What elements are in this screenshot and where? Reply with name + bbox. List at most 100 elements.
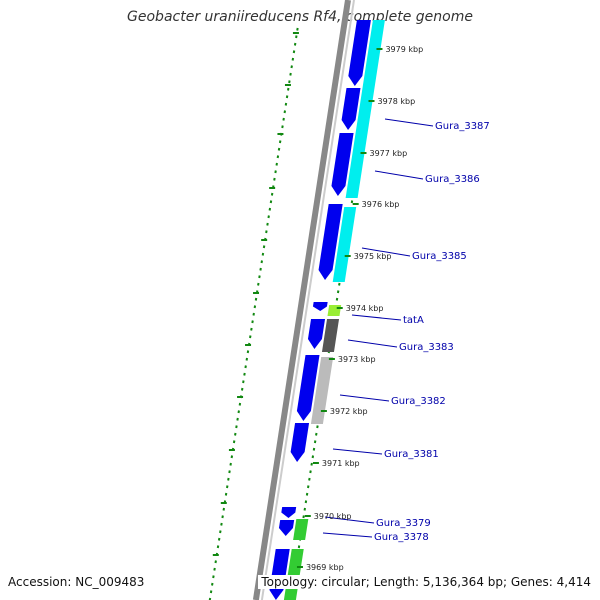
kbp-label: 3978 kbp [377,97,415,106]
gc-dot [230,455,234,459]
kbp-label: 3971 kbp [322,459,360,468]
gc-dot [265,230,268,234]
scale-dot [312,447,316,451]
gene-label: Gura_3379 [376,518,431,529]
gc-dot [285,95,289,99]
gc-dot [287,87,290,91]
gc-dot [246,350,250,354]
scale-dot [303,507,307,511]
gc-dot [245,357,249,361]
gc-dot [244,365,247,369]
gene-label: Gura_3381 [384,449,439,460]
gc-dot [268,207,272,211]
gc-dot [250,327,253,331]
kbp-label: 3972 kbp [330,407,368,416]
cds-arrow [331,133,354,196]
kbp-label: 3975 kbp [354,252,392,261]
cds-arrow [318,204,343,280]
gc-dot [283,110,287,114]
gc-dot [253,305,257,309]
gc-dot [222,507,226,511]
gc-dot [252,312,255,316]
kbp-label: 3976 kbp [362,200,400,209]
cds-arrow [348,20,371,86]
gc-dot [270,192,274,196]
gc-dot [277,147,281,151]
gene-label: Gura_3386 [425,174,480,185]
gc-dot [221,515,224,519]
scale-dot [310,462,313,466]
scale-dot [315,432,318,436]
gc-dot [258,275,261,279]
gene-leader-line [322,532,373,538]
gene-label: Gura_3385 [412,251,467,262]
gc-dot [220,522,223,526]
scale-dot [305,492,309,496]
accession-text: Accession: NC_009483 [8,575,145,589]
gene-leader-line [351,314,402,321]
gc-dot [275,162,278,166]
map-title: Geobacter uraniireducens Rf4, complete g… [127,9,473,25]
scale-dot [336,290,340,294]
feature-block [310,357,334,424]
feature-block [293,519,309,540]
feature-block [332,207,357,282]
scale-dot [311,455,315,459]
scale-dot [335,297,339,301]
cds-arrow [312,302,328,311]
gc-dot [284,102,288,106]
gc-dot [236,417,239,421]
gene-leader-line [374,170,424,180]
kbp-label: 3974 kbp [346,304,384,313]
cds-track [269,20,371,600]
scale-dot [304,500,308,504]
gc-dot [266,222,269,226]
gc-dot [208,597,212,600]
cds-arrow [281,507,297,518]
gc-dot [240,387,244,391]
gc-dot [238,402,242,406]
gene-leader-line [332,448,383,455]
gc-dot [249,335,252,339]
gene-leader-lines [322,118,434,538]
gc-dot [289,72,292,76]
cds-arrow [341,88,361,130]
cds-arrow [290,423,310,462]
gene-leader-line [339,394,390,402]
gc-dot [282,117,285,121]
gene-leader-line [361,247,411,257]
gc-dot [234,432,237,436]
gc-dot [212,575,215,579]
scale-dot [313,440,317,444]
gene-label: tatA [403,315,424,326]
gene-label: Gura_3378 [374,532,429,543]
topology-text: Topology: circular; Length: 5,136,364 bp… [258,575,591,589]
scale-dot [308,477,311,481]
gc-dot [290,65,293,69]
gene-leader-line [384,118,434,127]
gc-dot [216,545,220,549]
gc-dot [296,27,299,31]
gc-dot [278,140,282,144]
gc-dot [224,492,228,496]
gc-skew-track [208,27,299,600]
gc-dot [228,470,231,474]
kbp-label: 3969 kbp [306,563,344,572]
gc-dot [257,282,260,286]
kbp-label: 3979 kbp [385,45,423,54]
kbp-label: 3973 kbp [338,355,376,364]
gc-dot [267,215,270,219]
gc-dot [261,252,265,256]
gc-dot [225,485,229,489]
gc-dot [273,177,276,181]
gc-dot [269,200,273,204]
gc-dot [292,50,296,54]
gc-dot [229,462,232,466]
cds-arrow [278,520,295,536]
cds-arrow [307,319,326,349]
gc-dot [217,537,221,541]
gc-dot [227,477,230,481]
gc-dot [209,590,213,594]
backbone-inner-line [260,0,355,600]
